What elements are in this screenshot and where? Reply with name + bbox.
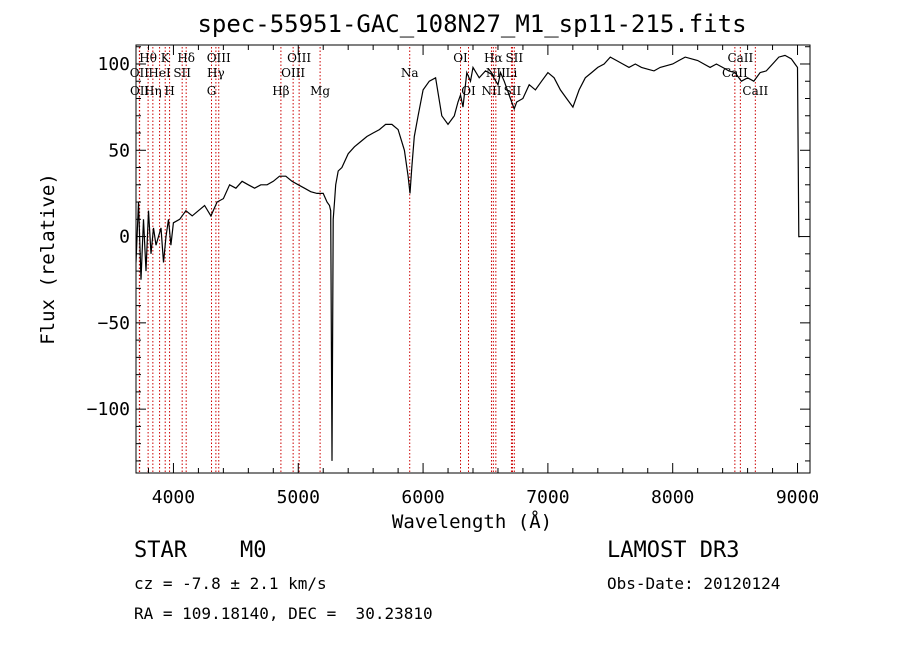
spectral-line-label: OIII (287, 51, 311, 65)
x-tick-label: 8000 (651, 487, 694, 508)
x-axis-ticks: 4000 5000 6000 7000 8000 9000 (147, 45, 819, 508)
y-tick-label: 50 (108, 140, 130, 161)
spectral-line-label: HeI (148, 66, 171, 80)
obs-date-text: Obs-Date: 20120124 (607, 574, 781, 593)
coords-text: RA = 109.18140, DEC = 30.23810 (134, 604, 433, 623)
object-subclass: M0 (240, 538, 267, 563)
spectral-line-label: CaII (727, 51, 753, 65)
spectral-line-label: SII (504, 84, 522, 98)
y-tick-label: −100 (87, 399, 130, 420)
spectral-line-label: NII (486, 66, 506, 80)
object-class: STAR (134, 538, 187, 563)
spectral-line-label: Na (401, 66, 419, 80)
spectral-line-label: Hα (484, 51, 503, 65)
spectral-line-label: OI (453, 51, 468, 65)
spectral-line-label: Hβ (272, 84, 289, 98)
spectral-line-label: SII (505, 51, 523, 65)
spectral-line-label: Hγ (207, 66, 225, 80)
spectral-line-label: H (164, 84, 174, 98)
spectrum-series-line (136, 54, 800, 461)
x-tick-label: 4000 (152, 487, 195, 508)
spectral-line-label: Li (506, 66, 518, 80)
chart-title: spec-55951-GAC_108N27_M1_sp11-215.fits (197, 10, 746, 38)
y-tick-label: −50 (97, 313, 130, 334)
spectral-line-label: OII (130, 66, 150, 80)
spectral-line-label: Hη (144, 84, 162, 98)
spectral-line-label: OIII (207, 51, 231, 65)
spectral-line-label: K (161, 51, 171, 65)
x-tick-label: 9000 (776, 487, 819, 508)
spectral-line-label: G (207, 84, 217, 98)
x-axis-label: Wavelength (Å) (392, 510, 552, 533)
spectral-line-label: NII (481, 84, 501, 98)
y-axis-ticks: −100 −50 0 50 100 (87, 46, 810, 462)
spectral-line-label: OIII (281, 66, 305, 80)
spectral-line-label: OI (461, 84, 476, 98)
survey-name: LAMOST DR3 (607, 538, 740, 563)
spectral-line-label: OII (130, 84, 150, 98)
spectral-line-markers (138, 47, 756, 473)
y-tick-label: 100 (97, 54, 130, 75)
spectral-line-label: Hδ (177, 51, 195, 65)
plot-frame (135, 44, 811, 474)
spectral-line-label: Hθ (139, 51, 157, 65)
spectral-line-label: Mg (310, 84, 330, 98)
y-axis-label: Flux (relative) (37, 173, 59, 345)
x-tick-label: 7000 (526, 487, 569, 508)
x-tick-label: 5000 (277, 487, 320, 508)
x-tick-label: 6000 (401, 487, 444, 508)
spectral-line-label: CaII (742, 84, 768, 98)
redshift-text: cz = -7.8 ± 2.1 km/s (134, 574, 327, 593)
spectral-line-label: SII (173, 66, 191, 80)
y-tick-label: 0 (119, 227, 130, 248)
plot-area (136, 54, 800, 461)
